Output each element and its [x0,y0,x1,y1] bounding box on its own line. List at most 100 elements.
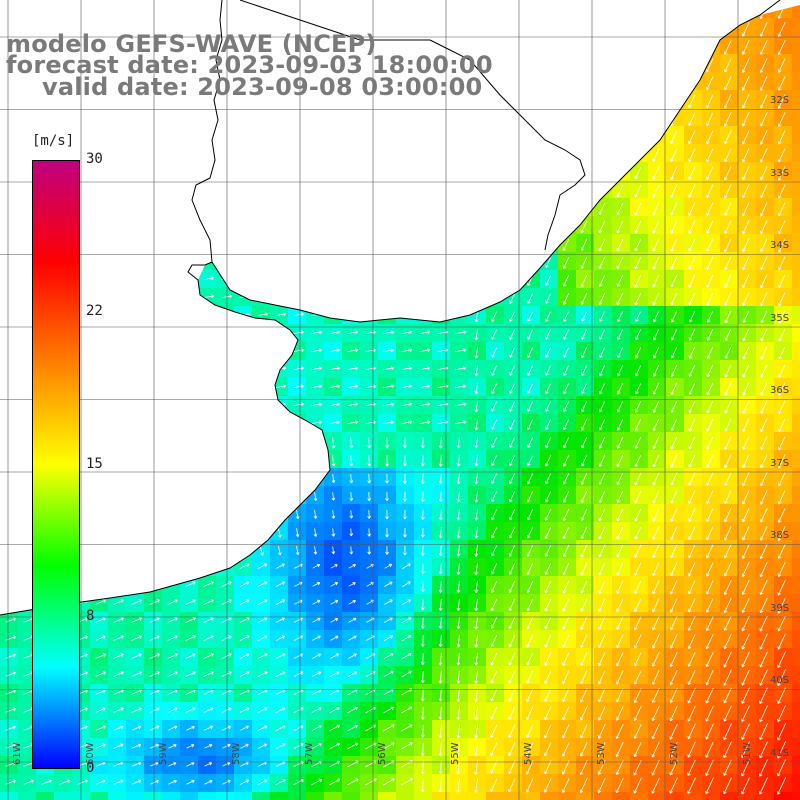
wind-speed-cell [792,90,800,108]
wind-speed-cell [0,576,18,594]
wind-speed-cell [162,792,180,800]
wind-arrow [96,491,103,502]
wind-speed-cell [792,594,800,612]
wind-speed-cell [576,54,594,72]
wind-arrow [257,707,268,713]
wind-arrow [687,705,696,722]
wind-arrow [580,58,588,72]
wind-speed-cell [486,792,504,800]
wind-arrow [491,329,497,340]
wind-arrow [598,58,606,72]
wind-arrow [349,455,354,467]
wind-arrow [168,779,177,785]
wind-arrow [295,437,300,449]
wind-arrow [616,454,624,468]
wind-arrow [347,114,359,119]
wind-speed-cell [342,288,360,306]
wind-arrow [241,491,247,503]
wind-arrow [705,777,714,795]
wind-speed-cell [306,450,324,468]
wind-arrow [59,150,71,155]
wind-arrow [490,688,498,702]
wind-arrow [167,186,179,191]
wind-speed-cell [126,162,144,180]
wind-arrow [706,472,714,486]
wind-arrow [239,204,251,209]
wind-speed-cell [324,306,342,324]
wind-arrow [311,707,322,713]
wind-arrow [383,670,394,678]
wind-speed-cell [522,18,540,36]
wind-arrow [742,202,750,217]
wind-arrow [187,473,193,485]
wind-arrow [419,42,431,47]
wind-arrow [131,240,143,245]
wind-arrow [491,185,497,196]
wind-arrow [259,491,264,502]
wind-speed-cell [792,576,800,594]
wind-arrow [401,204,413,208]
wind-arrow [652,76,660,91]
wind-arrow [742,130,750,145]
wind-arrow [455,294,467,299]
wind-arrow [185,635,196,641]
wind-arrow [311,186,323,191]
wind-speed-cell [612,144,630,162]
wind-arrow [778,472,786,487]
wind-arrow [401,617,412,624]
colorbar-tick-0: 0 [86,760,95,776]
wind-speed-cell [630,36,648,54]
wind-arrow [365,6,377,11]
wind-arrow [741,615,750,632]
wind-speed-cell [234,306,252,324]
wind-speed-cell [792,216,800,234]
wind-speed-cell [108,360,126,378]
wind-arrow [401,150,413,155]
wind-speed-cell [180,432,198,450]
wind-speed-cell [216,144,234,162]
wind-arrow [670,148,678,162]
wind-arrow [95,330,107,335]
wind-arrow [113,6,125,11]
wind-arrow [456,706,461,721]
wind-arrow [670,238,678,252]
wind-arrow [687,669,696,686]
wind-speed-cell [18,792,36,800]
wind-arrow [527,59,533,71]
wind-speed-cell [198,414,216,432]
wind-arrow [723,616,732,631]
wind-arrow [509,203,515,214]
wind-arrow [741,22,750,37]
wind-speed-cell [342,126,360,144]
wind-arrow [724,418,732,432]
wind-arrow [527,473,534,485]
wind-arrow [347,742,359,750]
wind-speed-cell [54,5,72,18]
wind-arrow [778,292,786,307]
wind-arrow [311,348,323,353]
wind-arrow [95,779,106,785]
wind-arrow [742,94,750,109]
wind-arrow [150,743,159,749]
wind-arrow [652,562,660,577]
wind-speed-cell [216,5,234,18]
wind-arrow [777,21,786,38]
wind-arrow [293,114,305,119]
wind-arrow [113,779,124,785]
wind-speed-cell [0,360,18,378]
wind-arrow [455,384,467,389]
wind-arrow [581,347,587,359]
wind-arrow [759,705,768,723]
wind-arrow [203,653,214,659]
wind-arrow [742,166,750,181]
wind-arrow [527,455,533,467]
wind-arrow [438,778,443,793]
wind-arrow [491,437,497,448]
wind-speed-cell [144,468,162,486]
wind-arrow [24,437,32,448]
wind-arrow [331,455,336,467]
wind-speed-cell [234,180,252,198]
wind-speed-cell [162,216,180,234]
wind-arrow [349,492,354,502]
